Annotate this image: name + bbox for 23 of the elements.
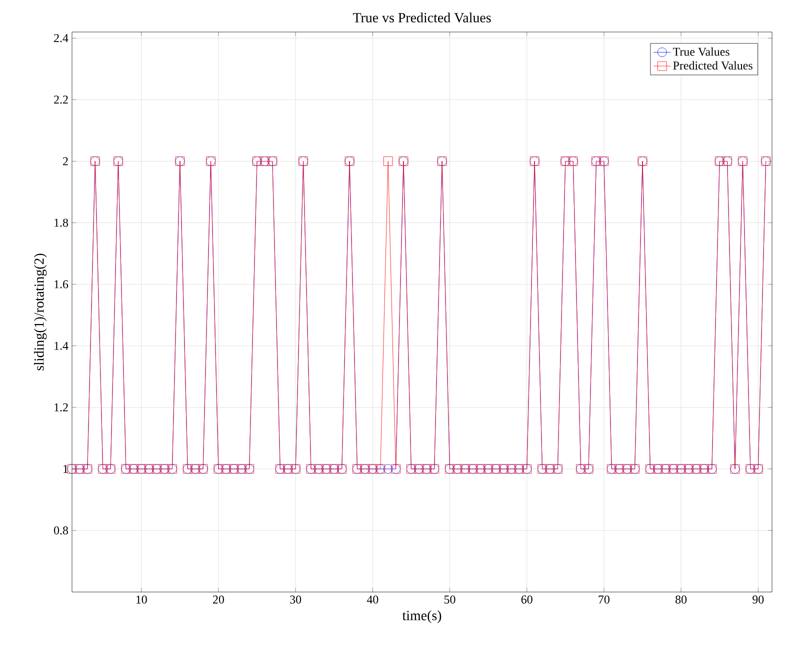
x-tick-label: 20 — [213, 596, 224, 604]
y-tick-label: 2 — [63, 157, 68, 166]
legend-label: True Values — [673, 47, 730, 56]
y-tick-label: 2.4 — [54, 34, 68, 42]
y-tick-label: 1.2 — [54, 403, 68, 412]
x-tick-label: 10 — [136, 596, 147, 604]
y-tick-label: 1.8 — [54, 218, 68, 227]
x-tick-label: 40 — [366, 596, 378, 604]
y-tick-label: 2.2 — [54, 96, 68, 104]
x-tick-label: 50 — [444, 596, 456, 604]
y-tick-label: 1.4 — [54, 342, 68, 350]
y-axis-title: sliding(1)/rotating(2) — [34, 254, 47, 370]
y-tick-label: 1.6 — [54, 280, 68, 288]
x-axis-title: time(s) — [402, 610, 442, 624]
y-tick-label: 1 — [64, 464, 68, 473]
x-tick-label: 70 — [598, 596, 610, 604]
x-tick-label: 80 — [676, 596, 687, 604]
legend-label: Predicted Values — [673, 61, 752, 70]
chart-title: True vs Predicted Values — [352, 12, 491, 23]
y-tick-label: 0.8 — [54, 526, 68, 535]
x-tick-label: 30 — [290, 596, 302, 604]
x-tick-label: 60 — [521, 596, 532, 604]
x-tick-label: 90 — [752, 596, 764, 604]
